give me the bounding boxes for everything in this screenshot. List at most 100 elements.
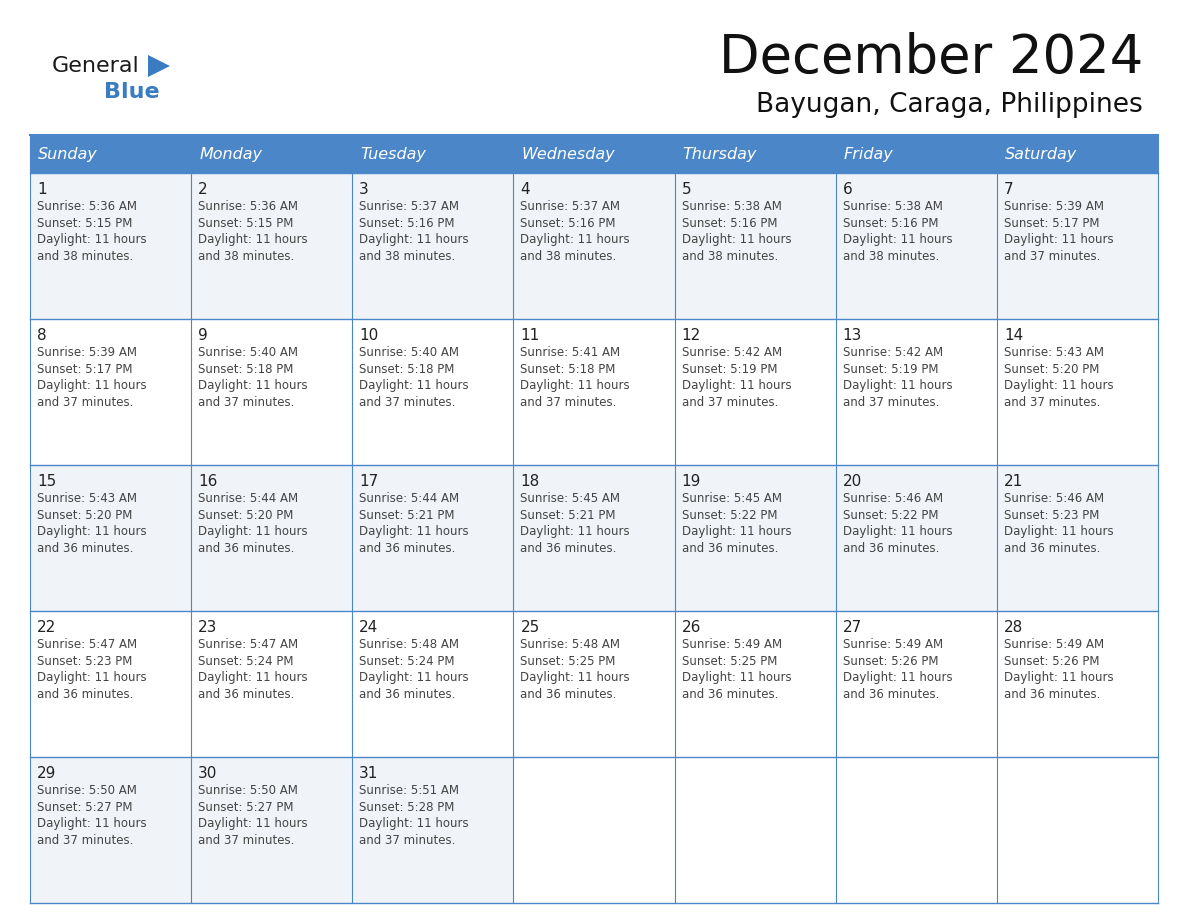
Text: Daylight: 11 hours: Daylight: 11 hours [37, 671, 146, 685]
Text: Sunset: 5:18 PM: Sunset: 5:18 PM [359, 363, 455, 376]
Text: Sunset: 5:25 PM: Sunset: 5:25 PM [520, 655, 615, 668]
Text: Daylight: 11 hours: Daylight: 11 hours [37, 379, 146, 393]
Text: Daylight: 11 hours: Daylight: 11 hours [198, 379, 308, 393]
Text: Daylight: 11 hours: Daylight: 11 hours [842, 671, 953, 685]
Text: Sunset: 5:16 PM: Sunset: 5:16 PM [359, 217, 455, 230]
Text: and 36 minutes.: and 36 minutes. [682, 688, 778, 701]
Bar [835, 465, 997, 611]
Text: Sunset: 5:23 PM: Sunset: 5:23 PM [1004, 509, 1099, 522]
Text: Daylight: 11 hours: Daylight: 11 hours [198, 818, 308, 831]
Bar [353, 319, 513, 465]
Text: Sunset: 5:26 PM: Sunset: 5:26 PM [842, 655, 939, 668]
Text: and 36 minutes.: and 36 minutes. [842, 542, 939, 555]
Text: Sunrise: 5:47 AM: Sunrise: 5:47 AM [37, 639, 137, 652]
Text: General: General [52, 56, 140, 76]
Text: and 37 minutes.: and 37 minutes. [198, 396, 295, 409]
Text: 29: 29 [37, 766, 56, 780]
Text: Daylight: 11 hours: Daylight: 11 hours [682, 671, 791, 685]
Bar [191, 465, 353, 611]
Bar [675, 611, 835, 757]
Bar [675, 465, 835, 611]
Bar [191, 757, 353, 903]
Text: and 36 minutes.: and 36 minutes. [520, 688, 617, 701]
Text: Sunrise: 5:49 AM: Sunrise: 5:49 AM [842, 639, 943, 652]
Text: Sunrise: 5:38 AM: Sunrise: 5:38 AM [842, 200, 942, 214]
Text: and 36 minutes.: and 36 minutes. [359, 542, 456, 555]
Text: 20: 20 [842, 474, 862, 488]
Text: and 36 minutes.: and 36 minutes. [359, 688, 456, 701]
Text: 9: 9 [198, 328, 208, 342]
Text: 21: 21 [1004, 474, 1023, 488]
Text: Wednesday: Wednesday [522, 147, 615, 162]
Text: Sunrise: 5:38 AM: Sunrise: 5:38 AM [682, 200, 782, 214]
Bar [513, 465, 675, 611]
Text: 1: 1 [37, 182, 46, 196]
Text: and 37 minutes.: and 37 minutes. [682, 396, 778, 409]
Text: Sunrise: 5:45 AM: Sunrise: 5:45 AM [682, 492, 782, 506]
Text: 27: 27 [842, 620, 862, 634]
Text: Daylight: 11 hours: Daylight: 11 hours [842, 525, 953, 539]
Bar [513, 173, 675, 319]
Text: Bayugan, Caraga, Philippines: Bayugan, Caraga, Philippines [757, 92, 1143, 118]
Text: 13: 13 [842, 328, 862, 342]
Bar [835, 135, 997, 173]
Bar [997, 465, 1158, 611]
Text: Sunset: 5:18 PM: Sunset: 5:18 PM [520, 363, 615, 376]
Text: Sunset: 5:15 PM: Sunset: 5:15 PM [198, 217, 293, 230]
Text: Sunset: 5:27 PM: Sunset: 5:27 PM [37, 801, 133, 814]
Bar [353, 611, 513, 757]
Text: and 37 minutes.: and 37 minutes. [198, 834, 295, 847]
Text: and 37 minutes.: and 37 minutes. [37, 834, 133, 847]
Text: and 38 minutes.: and 38 minutes. [842, 250, 939, 263]
Text: 3: 3 [359, 182, 369, 196]
Text: and 37 minutes.: and 37 minutes. [520, 396, 617, 409]
Text: December 2024: December 2024 [719, 32, 1143, 84]
Text: Sunset: 5:24 PM: Sunset: 5:24 PM [359, 655, 455, 668]
Text: and 36 minutes.: and 36 minutes. [198, 688, 295, 701]
Text: 11: 11 [520, 328, 539, 342]
Bar [191, 135, 353, 173]
Text: Sunset: 5:19 PM: Sunset: 5:19 PM [682, 363, 777, 376]
Bar [997, 611, 1158, 757]
Bar [997, 757, 1158, 903]
Text: Sunrise: 5:39 AM: Sunrise: 5:39 AM [1004, 200, 1104, 214]
Text: and 38 minutes.: and 38 minutes. [520, 250, 617, 263]
Bar [835, 173, 997, 319]
Text: 10: 10 [359, 328, 379, 342]
Text: Sunrise: 5:49 AM: Sunrise: 5:49 AM [682, 639, 782, 652]
Bar [675, 135, 835, 173]
Text: Friday: Friday [843, 147, 893, 162]
Text: and 38 minutes.: and 38 minutes. [682, 250, 778, 263]
Bar [513, 611, 675, 757]
Text: 24: 24 [359, 620, 379, 634]
Text: Sunset: 5:16 PM: Sunset: 5:16 PM [842, 217, 939, 230]
Text: Sunrise: 5:42 AM: Sunrise: 5:42 AM [842, 346, 943, 360]
Text: and 38 minutes.: and 38 minutes. [198, 250, 295, 263]
Bar [353, 465, 513, 611]
Bar [513, 135, 675, 173]
Text: Sunset: 5:16 PM: Sunset: 5:16 PM [682, 217, 777, 230]
Bar [513, 757, 675, 903]
Text: 19: 19 [682, 474, 701, 488]
Bar [835, 319, 997, 465]
Text: 22: 22 [37, 620, 56, 634]
Text: Sunset: 5:18 PM: Sunset: 5:18 PM [198, 363, 293, 376]
Text: and 37 minutes.: and 37 minutes. [37, 396, 133, 409]
Text: Sunrise: 5:48 AM: Sunrise: 5:48 AM [520, 639, 620, 652]
Text: Sunrise: 5:43 AM: Sunrise: 5:43 AM [1004, 346, 1104, 360]
Text: Sunset: 5:20 PM: Sunset: 5:20 PM [1004, 363, 1099, 376]
Text: Sunrise: 5:45 AM: Sunrise: 5:45 AM [520, 492, 620, 506]
Text: Sunrise: 5:40 AM: Sunrise: 5:40 AM [198, 346, 298, 360]
Text: Thursday: Thursday [683, 147, 757, 162]
Text: Sunset: 5:17 PM: Sunset: 5:17 PM [37, 363, 133, 376]
Text: Daylight: 11 hours: Daylight: 11 hours [520, 671, 630, 685]
Text: Sunrise: 5:47 AM: Sunrise: 5:47 AM [198, 639, 298, 652]
Text: Daylight: 11 hours: Daylight: 11 hours [1004, 233, 1113, 247]
Text: Daylight: 11 hours: Daylight: 11 hours [520, 525, 630, 539]
Text: Daylight: 11 hours: Daylight: 11 hours [359, 379, 469, 393]
Text: Sunset: 5:17 PM: Sunset: 5:17 PM [1004, 217, 1099, 230]
Text: Daylight: 11 hours: Daylight: 11 hours [37, 525, 146, 539]
Text: 8: 8 [37, 328, 46, 342]
Text: 17: 17 [359, 474, 379, 488]
Text: and 37 minutes.: and 37 minutes. [359, 396, 456, 409]
